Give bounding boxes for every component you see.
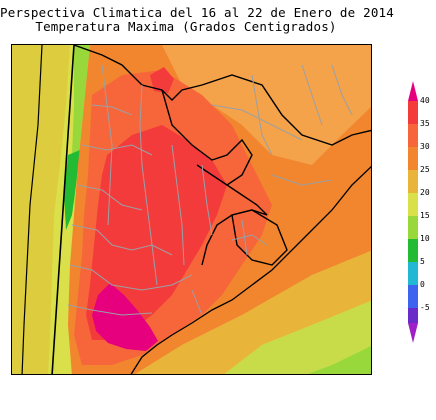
temperature-colorbar: 40 35 30 25 20 15 10 5 0 -5	[408, 81, 436, 343]
chile-coast	[21, 45, 43, 374]
bolivia-border	[73, 45, 203, 101]
colorbar-5-10	[408, 239, 418, 262]
atlantic-band-yellow	[135, 250, 371, 374]
colorbar-20-25	[408, 170, 418, 193]
province-borders	[67, 64, 353, 316]
colorbar-top-arrow	[408, 81, 418, 101]
colorbar-10-15	[408, 216, 418, 239]
temperature-map	[11, 44, 372, 375]
colorbar-tick-5: 5	[420, 257, 425, 266]
colorbar-30-35	[408, 124, 418, 147]
paraguay-border	[161, 89, 253, 186]
chile-green-mid	[64, 150, 80, 230]
extreme-heat-region	[92, 283, 158, 351]
chile-argentina-border	[51, 45, 75, 374]
colorbar-0-5	[408, 262, 418, 285]
colorbar-tick-20: 20	[420, 188, 430, 197]
uruguay-border	[231, 209, 288, 266]
colorbar-tick-minus5: -5	[420, 303, 430, 312]
atlantic-coast	[130, 166, 371, 374]
argentina-east-border	[201, 184, 268, 266]
colorbar-tick-35: 35	[420, 119, 430, 128]
colorbar-bottom-arrow	[408, 323, 418, 343]
colorbar-tick-40: 40	[420, 96, 430, 105]
colorbar-tick-15: 15	[420, 211, 430, 220]
title-line-1: Perspectiva Climatica del 16 al 22 de En…	[0, 5, 395, 20]
atlantic-band-green	[224, 300, 371, 374]
orange-light-band	[162, 45, 371, 165]
colorbar-minus5-0	[408, 285, 418, 308]
colorbar-tick-25: 25	[420, 165, 430, 174]
colorbar-35-40	[408, 101, 418, 124]
colorbar-tick-30: 30	[420, 142, 430, 151]
hot-patch-north	[150, 67, 174, 93]
title-line-2: Temperatura Maxima (Grados Centigrados)	[35, 19, 337, 34]
figure-title: Perspectiva Climatica del 16 al 22 de En…	[0, 5, 395, 34]
colorbar-tick-10: 10	[420, 234, 430, 243]
colorbar-lt-minus5	[408, 308, 418, 323]
colorbar-tick-0: 0	[420, 280, 425, 289]
pacific-zone	[12, 45, 70, 374]
colorbar-25-30	[408, 147, 418, 170]
colorbar-15-20	[408, 193, 418, 216]
atlantic-band-lime	[307, 345, 371, 374]
brazil-border	[201, 74, 371, 146]
